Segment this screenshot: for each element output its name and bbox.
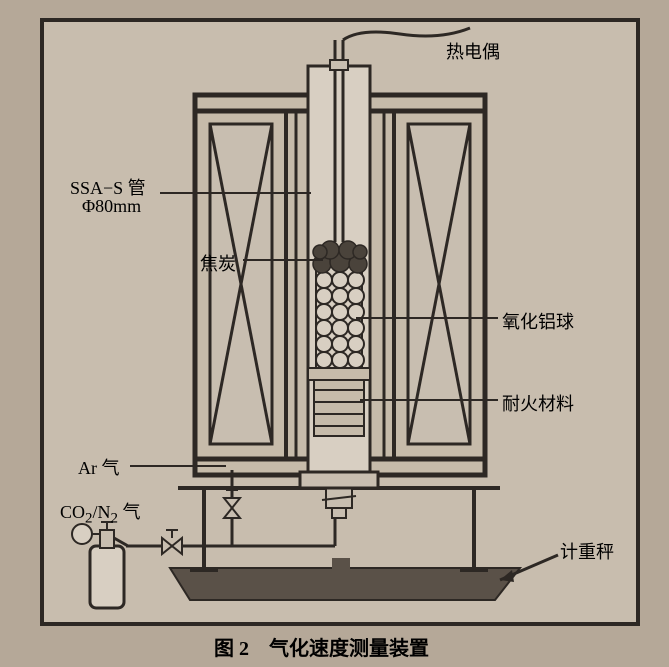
heater-left [210, 124, 272, 444]
figure-caption: 图 2 气化速度测量装置 [214, 632, 429, 661]
label-co2n2: CO2/N2 气 [60, 498, 141, 528]
label-coke: 焦炭 [200, 250, 236, 276]
diagram-stage: 热电偶 SSA−S 管 Φ80mm 焦炭 氧化铝球 耐火材料 Ar 气 CO2/… [0, 0, 669, 667]
alumina-balls [316, 272, 364, 368]
label-thermocouple: 热电偶 [446, 38, 500, 64]
refractory-block [308, 368, 370, 436]
label-alumina: 氧化铝球 [502, 308, 574, 334]
ssa-tube [300, 66, 378, 488]
heater-right [408, 124, 470, 444]
label-refractory: 耐火材料 [502, 390, 574, 416]
label-scale: 计重秤 [560, 538, 614, 564]
label-ssa-2: Φ80mm [82, 196, 141, 217]
label-ar: Ar 气 [78, 454, 120, 480]
coke [313, 241, 367, 273]
